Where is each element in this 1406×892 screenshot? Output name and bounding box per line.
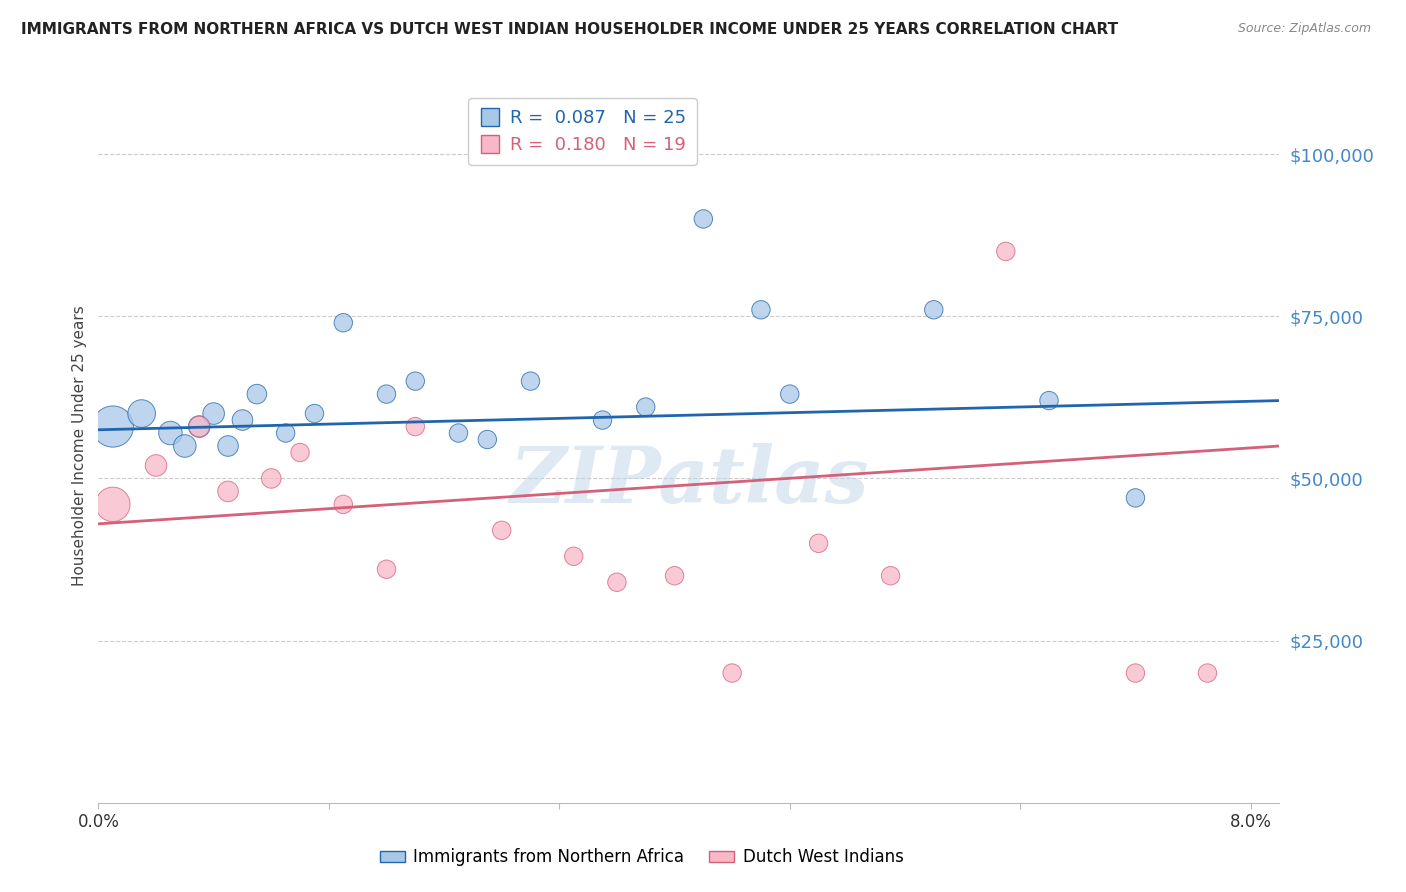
Point [879,568,901,582]
Point [159,425,181,440]
Text: Source: ZipAtlas.com: Source: ZipAtlas.com [1237,22,1371,36]
Text: IMMIGRANTS FROM NORTHERN AFRICA VS DUTCH WEST INDIAN HOUSEHOLDER INCOME UNDER 25: IMMIGRANTS FROM NORTHERN AFRICA VS DUTCH… [21,22,1118,37]
Point [592,413,614,427]
Point [101,419,124,434]
Point [131,407,153,421]
Text: ZIPatlas: ZIPatlas [509,443,869,520]
Point [519,374,541,388]
Point [375,562,398,576]
Legend: Immigrants from Northern Africa, Dutch West Indians: Immigrants from Northern Africa, Dutch W… [373,842,910,873]
Point [447,425,470,440]
Point [188,419,211,434]
Point [994,244,1017,259]
Point [375,387,398,401]
Point [779,387,801,401]
Point [692,211,714,226]
Point [231,413,253,427]
Point [246,387,269,401]
Point [491,524,513,538]
Point [260,471,283,485]
Point [288,445,311,459]
Point [404,419,426,434]
Point [807,536,830,550]
Point [217,439,239,453]
Point [721,666,744,681]
Point [274,425,297,440]
Point [404,374,426,388]
Point [332,316,354,330]
Point [173,439,195,453]
Point [145,458,167,473]
Point [217,484,239,499]
Y-axis label: Householder Income Under 25 years: Householder Income Under 25 years [72,306,87,586]
Point [562,549,585,564]
Point [634,400,657,414]
Point [664,568,686,582]
Point [606,575,628,590]
Point [1197,666,1219,681]
Point [1038,393,1060,408]
Point [1125,491,1147,505]
Point [1125,666,1147,681]
Point [188,419,211,434]
Point [332,497,354,511]
Point [749,302,772,317]
Point [922,302,945,317]
Point [304,407,326,421]
Point [477,433,499,447]
Point [202,407,225,421]
Point [101,497,124,511]
